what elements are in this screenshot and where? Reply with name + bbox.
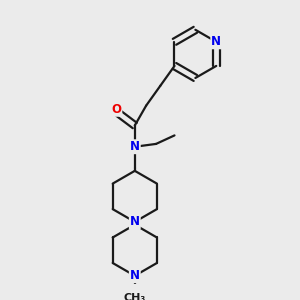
Text: O: O [111,103,122,116]
Text: N: N [211,35,221,48]
Text: CH₃: CH₃ [124,292,146,300]
Text: N: N [130,215,140,228]
Text: N: N [130,269,140,282]
Text: N: N [130,140,140,153]
